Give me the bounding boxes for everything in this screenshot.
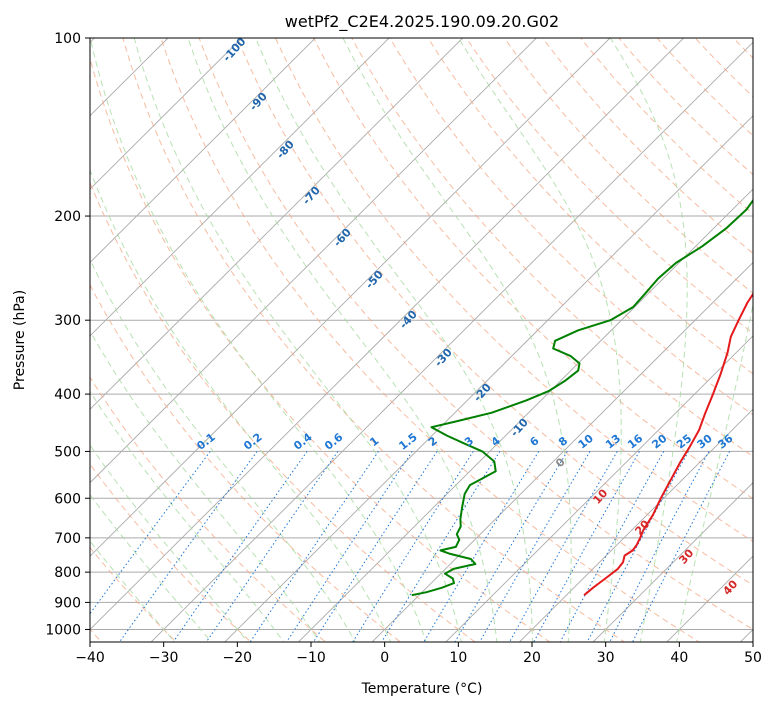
isotherm-line [371, 261, 753, 642]
mixing-ratio-line [609, 451, 710, 642]
isotherm-line [224, 115, 753, 642]
temperature-line [583, 292, 753, 596]
x-tick-label: −40 [75, 650, 105, 666]
y-tick-label: 1000 [45, 622, 81, 638]
mixing-ratio-line [249, 451, 379, 642]
moist-adiabat-line [90, 258, 356, 642]
isotherm-line [518, 408, 753, 642]
dry-adiabat-line [122, 38, 626, 642]
dry-adiabat-line [90, 181, 476, 642]
mixing-ratio-line [312, 451, 438, 642]
moist-adiabat-line [457, 38, 622, 642]
x-tick-label: −20 [223, 650, 253, 666]
x-tick-label: 0 [380, 650, 389, 666]
mixing-ratio-line [423, 451, 540, 642]
chart-title: wetPf2_C2E4.2025.190.09.20.G02 [285, 12, 559, 32]
isotherm-line [90, 38, 464, 410]
mixing-ratio-line [586, 451, 689, 642]
mixing-ratio-line [118, 451, 258, 642]
mixing-ratio-line [454, 451, 568, 642]
moist-adiabat-line [90, 493, 213, 642]
x-axis-label: Temperature (°C) [361, 681, 483, 697]
moist-adiabat-line [90, 390, 285, 642]
dry-adiabat-line [236, 38, 753, 586]
moist-adiabat-line [342, 38, 572, 642]
x-tick-label: 20 [523, 650, 541, 666]
moist-adiabat-line [187, 38, 498, 642]
isotherm-line [90, 38, 316, 264]
dry-adiabat-line [90, 463, 252, 642]
moist-adiabat-line [609, 38, 688, 642]
isotherm-line [90, 38, 537, 484]
plot-frame [89, 37, 754, 643]
moist-adiabat-line [90, 329, 321, 642]
x-tick-label: 30 [597, 650, 615, 666]
y-tick-label: 500 [54, 444, 81, 460]
x-tick-label: −30 [149, 650, 179, 666]
y-tick-label: 800 [54, 565, 81, 581]
isotherm-line [90, 38, 685, 631]
dry-adiabat-line [90, 283, 402, 642]
mixing-ratio-line [286, 451, 413, 642]
x-tick-label: 50 [744, 650, 762, 666]
mixing-ratio-line [205, 451, 339, 642]
mixing-ratio-line [632, 451, 731, 642]
isotherm-line [445, 335, 753, 642]
isotherm-line [90, 38, 390, 337]
y-tick-label: 600 [54, 491, 81, 507]
dry-adiabat-line [656, 38, 753, 137]
moist-adiabat-line [133, 38, 462, 642]
y-tick-label: 300 [54, 313, 81, 329]
dry-adiabat-line [198, 38, 753, 631]
dewpoint-line [411, 198, 753, 597]
dry-adiabat-line [90, 56, 551, 642]
y-tick-label: 900 [54, 595, 81, 611]
dry-adiabat-line [427, 38, 753, 375]
dry-adiabat-line [313, 38, 753, 500]
y-tick-label: 100 [54, 31, 81, 47]
moist-adiabat-line [90, 168, 392, 642]
isotherm-line [90, 38, 611, 557]
isotherm-line [150, 41, 753, 642]
dry-adiabat-line [160, 38, 701, 642]
y-axis-label: Pressure (hPa) [12, 290, 28, 390]
mixing-ratio-line [508, 451, 618, 642]
x-tick-label: −10 [296, 650, 326, 666]
dry-adiabat-line [389, 38, 753, 416]
axes: −40 −30 −20 −10 0 10 20 30 40 50 100 200 300 400 500 60… [45, 31, 762, 666]
dry-adiabat-line [274, 38, 753, 543]
dry-adiabat-line [618, 38, 753, 176]
x-tick-label: 10 [449, 650, 467, 666]
isotherm-line [592, 482, 753, 642]
y-tick-label: 700 [54, 531, 81, 547]
moist-adiabat-line [90, 444, 249, 642]
background-lines [90, 38, 753, 642]
profile-lines [411, 198, 753, 597]
y-tick-label: 400 [54, 387, 81, 403]
moist-adiabat-line [90, 38, 427, 642]
moist-adiabat-line [676, 301, 753, 642]
moist-adiabat-line [255, 38, 533, 642]
y-tick-label: 200 [54, 209, 81, 225]
x-tick-label: 40 [670, 650, 688, 666]
isotherm-line [297, 188, 753, 642]
dry-adiabat-line [465, 38, 753, 334]
dry-adiabat-line [580, 38, 753, 215]
